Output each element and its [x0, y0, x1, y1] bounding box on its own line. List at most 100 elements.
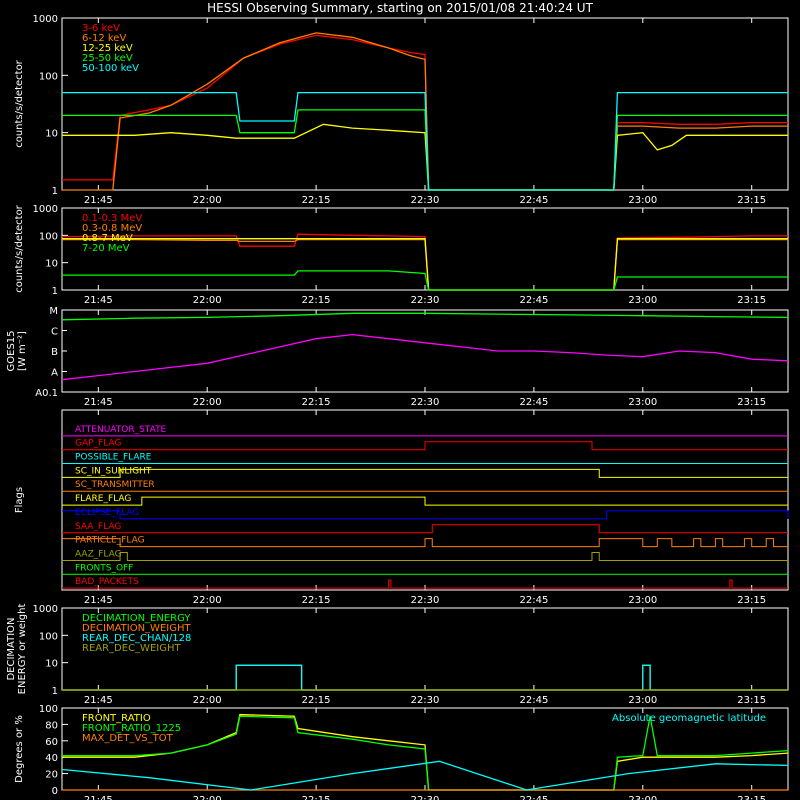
x-tick-label: 22:15 [302, 695, 331, 706]
y-tick-label: 10 [45, 129, 58, 140]
x-tick-label: 22:30 [411, 397, 440, 408]
legend-entry: REAR_DEC_WEIGHT [82, 643, 181, 654]
flag-line-flare_flag [62, 496, 788, 506]
x-tick-label: 22:00 [193, 397, 222, 408]
flag-label: PARTICLE_FLAG [75, 536, 145, 546]
y-axis-label: DECIMATION [6, 617, 17, 680]
x-tick-label: 21:45 [84, 195, 113, 206]
flag-label: AAZ_FLAG [75, 549, 122, 559]
x-tick-label: 23:15 [737, 695, 766, 706]
flag-label: FLARE_FLAG [75, 494, 131, 504]
x-tick-label: 22:00 [193, 195, 222, 206]
x-tick-label: 23:15 [737, 397, 766, 408]
x-tick-label: 21:45 [84, 795, 113, 800]
y-tick-label: M [49, 306, 58, 317]
legend-entry: 25-50 keV [82, 53, 133, 64]
legend-entry: REAR_DEC_CHAN/128 [82, 633, 191, 644]
x-tick-label: 23:15 [737, 295, 766, 306]
legend-entry: FRONT_RATIO_1225 [82, 723, 181, 734]
x-tick-label: 22:15 [302, 397, 331, 408]
y-tick-label: 1000 [33, 204, 58, 215]
y-axis-label-2: ENERGY or weight [17, 604, 28, 695]
x-tick-label: 22:15 [302, 295, 331, 306]
x-tick-label: 22:30 [411, 195, 440, 206]
x-tick-label: 23:15 [737, 195, 766, 206]
x-tick-label: 22:00 [193, 595, 222, 606]
legend-entry: FRONT_RATIO [82, 713, 151, 724]
y-axis-label: GOES15 [6, 330, 17, 371]
legend-entry: 6-12 keV [82, 33, 126, 44]
x-tick-label: 23:15 [737, 795, 766, 800]
legend-entry: 7-20 MeV [82, 243, 130, 254]
x-tick-label: 21:45 [84, 695, 113, 706]
series-line-7-20-mev [62, 270, 788, 291]
legend-entry: 50-100 keV [82, 63, 139, 74]
x-tick-label: 22:15 [302, 595, 331, 606]
x-tick-label: 22:00 [193, 295, 222, 306]
legend-entry: 0.3-0.8 MeV [82, 223, 142, 234]
flag-label: ECLIPSE_FLAG [75, 508, 139, 518]
y-tick-label: 100 [39, 704, 58, 715]
flag-line-gap_flag [62, 441, 788, 451]
x-tick-label: 22:45 [519, 595, 548, 606]
flag-line-aaz_flag [62, 551, 788, 561]
legend-entry: 12-25 keV [82, 43, 133, 54]
y-tick-label: 1000 [33, 14, 58, 25]
x-tick-label: 23:15 [737, 595, 766, 606]
flag-line-bad_packets [62, 579, 788, 589]
y-tick-label: 80 [45, 720, 58, 731]
series-line-long [61, 333, 789, 381]
y-tick-label: 100 [39, 71, 58, 82]
x-tick-label: 22:15 [302, 795, 331, 800]
x-tick-label: 22:00 [193, 695, 222, 706]
legend-entry: 0.1-0.3 MeV [82, 213, 142, 224]
series-line-0-8-7-mev [62, 238, 788, 291]
x-tick-label: 23:00 [628, 795, 657, 800]
y-tick-label: 20 [45, 770, 58, 781]
series-line-6-12-kev [62, 32, 788, 191]
x-tick-label: 23:00 [628, 295, 657, 306]
flag-label: ATTENUATOR_STATE [75, 425, 167, 435]
y-tick-label: 10 [45, 259, 58, 270]
y-tick-label: 40 [45, 753, 58, 764]
series-line-short [61, 312, 789, 321]
flag-label: SAA_FLAG [75, 522, 121, 532]
x-tick-label: 22:45 [519, 295, 548, 306]
flag-line-particle_flag [62, 538, 788, 548]
x-tick-label: 23:00 [628, 195, 657, 206]
series-line-12-25-kev [62, 123, 788, 191]
y-tick-label: 1000 [33, 604, 58, 615]
x-tick-label: 22:30 [411, 595, 440, 606]
y-tick-label: 0 [52, 786, 58, 797]
series-line-front-ratio-1225 [62, 715, 789, 791]
flag-label: GAP_FLAG [75, 439, 121, 449]
x-tick-label: 22:30 [411, 795, 440, 800]
legend-entry: DECIMATION_WEIGHT [82, 623, 191, 634]
x-tick-label: 22:45 [519, 397, 548, 408]
flag-label: SC_TRANSMITTER [75, 480, 155, 490]
x-tick-label: 22:45 [519, 795, 548, 800]
x-tick-label: 23:00 [628, 695, 657, 706]
flag-line-saa_flag [62, 524, 788, 534]
x-tick-label: 22:00 [193, 795, 222, 800]
y-axis-label: counts/s/detector [14, 59, 25, 147]
y-tick-label: B [51, 347, 58, 358]
flag-label: FRONTS_OFF [75, 563, 133, 573]
x-tick-label: 22:45 [519, 695, 548, 706]
x-tick-label: 22:30 [411, 695, 440, 706]
x-tick-label: 21:45 [84, 595, 113, 606]
x-tick-label: 23:00 [628, 595, 657, 606]
series-line-0-1-0-3-mev [61, 233, 788, 291]
flag-label: SC_IN_SUNLIGHT [75, 466, 152, 476]
flag-label: POSSIBLE_FLARE [75, 453, 152, 463]
annotation: Absolute geomagnetic latitude [612, 713, 766, 724]
y-axis-label: Flags [14, 487, 25, 513]
y-axis-label-2: [W m⁻²] [17, 331, 28, 371]
x-tick-label: 22:15 [302, 195, 331, 206]
y-tick-label: 10 [45, 659, 58, 670]
legend-entry: MAX_DET_VS_TOT [82, 733, 174, 744]
x-tick-label: 21:45 [84, 397, 113, 408]
y-tick-label: 60 [45, 737, 58, 748]
y-axis-label: Degrees or % [14, 715, 25, 783]
